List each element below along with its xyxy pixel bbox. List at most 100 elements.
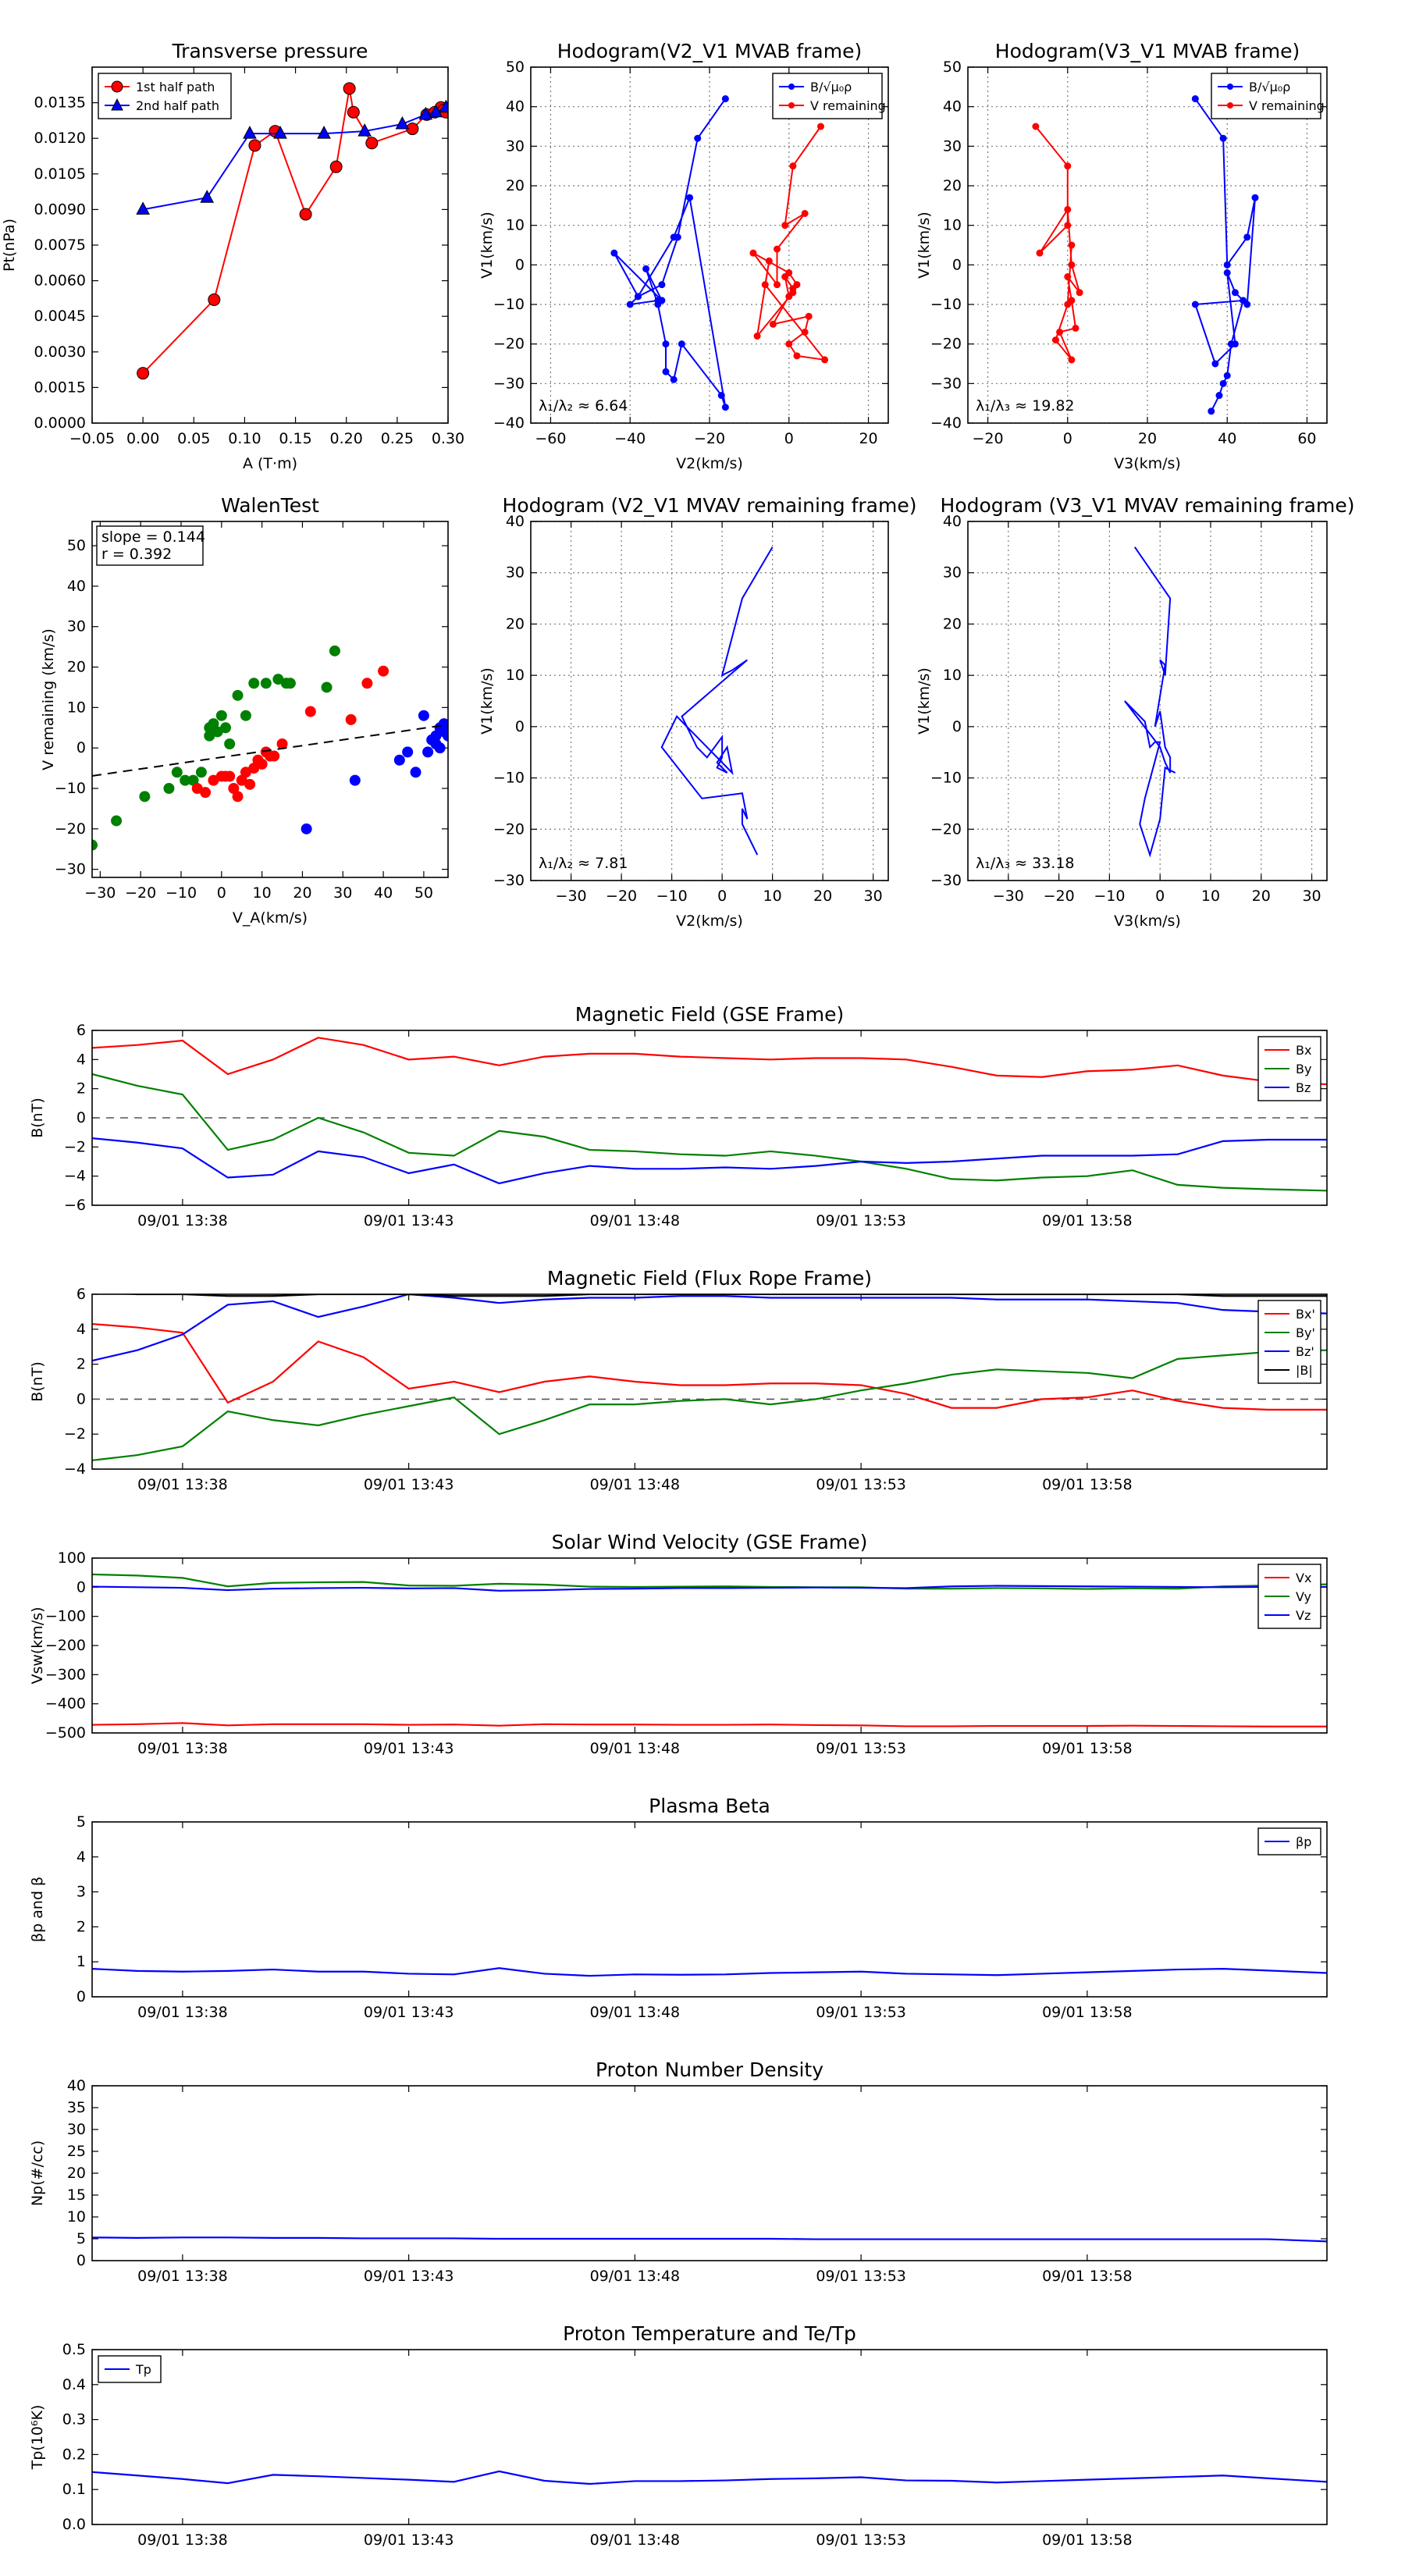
data-point <box>378 665 389 677</box>
data-point <box>248 139 261 152</box>
x-tick-label: 10 <box>763 888 782 905</box>
x-tick-label: 0 <box>717 888 727 905</box>
y-axis-label: V remaining (km/s) <box>40 628 57 770</box>
plot-frame <box>91 2085 1328 2261</box>
data-point <box>329 645 340 656</box>
y-tick-label: 0 <box>952 718 962 735</box>
legend-label: Tp <box>135 2362 151 2377</box>
data-point <box>137 367 150 380</box>
data-point <box>765 257 773 265</box>
x-tick-label: 09/01 13:53 <box>816 1212 906 1229</box>
data-point <box>801 209 809 217</box>
data-point <box>821 356 829 364</box>
y-tick-label: −20 <box>930 820 962 838</box>
x-tick-label: 09/01 13:58 <box>1042 1212 1133 1229</box>
legend-marker <box>111 98 123 111</box>
data-point <box>1032 123 1040 130</box>
x-tick-label: 09/01 13:53 <box>816 2004 906 2021</box>
data-point <box>1051 336 1059 344</box>
y-tick-label: 0.4 <box>62 2376 86 2393</box>
x-tick-label: 20 <box>859 430 877 447</box>
data-point <box>717 392 725 400</box>
legend-label: Vy <box>1296 1589 1311 1604</box>
x-tick-label: −10 <box>1094 888 1125 905</box>
data-point <box>1072 324 1080 332</box>
x-tick-label: 0.10 <box>228 430 261 447</box>
y-tick-label: 0 <box>76 1390 86 1407</box>
x-tick-label: 0.00 <box>126 430 159 447</box>
series-line-B/√μ₀ρ <box>613 98 727 408</box>
x-tick-label: 20 <box>813 888 832 905</box>
data-point <box>1064 162 1072 170</box>
y-axis-label: Tp(10⁶K) <box>29 2405 46 2471</box>
plot-frame <box>91 66 449 424</box>
y-tick-label: −10 <box>493 296 525 313</box>
plot-area <box>660 546 774 856</box>
x-tick-label: −10 <box>656 888 688 905</box>
y-tick-label: −10 <box>930 770 962 787</box>
y-tick-label: 0.0075 <box>34 237 86 254</box>
data-point <box>1056 328 1064 336</box>
chart-h2: Hodogram(V3_V1 MVAB frame)−20 0 20 40 60−40−… <box>916 40 1328 472</box>
x-tick-label: 09/01 13:43 <box>364 2268 454 2285</box>
x-tick-label: 0 <box>1155 888 1165 905</box>
data-point <box>347 105 360 119</box>
y-tick-label: 10 <box>943 217 962 234</box>
data-point <box>789 289 797 297</box>
chart-title: Hodogram(V3_V1 MVAB frame) <box>995 40 1300 62</box>
y-tick-label: 40 <box>506 513 525 530</box>
y-tick-label: −30 <box>55 861 86 878</box>
data-point <box>208 293 221 306</box>
data-point <box>781 222 789 229</box>
data-point <box>785 340 793 348</box>
data-point <box>244 778 256 790</box>
data-point <box>654 297 662 304</box>
plot-area <box>92 645 448 851</box>
y-tick-label: 100 <box>58 1550 86 1567</box>
y-axis-label: V1(km/s) <box>478 667 496 735</box>
legend: B/√μ₀ρ V remaining <box>772 73 886 119</box>
data-point <box>248 678 260 689</box>
data-point <box>753 333 761 340</box>
y-tick-label: −500 <box>45 1724 86 1742</box>
ratio-annotation: λ₁/λ₂ ≈ 6.64 <box>539 397 628 415</box>
data-point <box>1064 205 1072 213</box>
x-tick-label: 09/01 13:38 <box>137 2004 228 2021</box>
x-tick-label: 09/01 13:58 <box>1042 2532 1133 2549</box>
chart-pt: Transverse pressure −0.05 0.00 0.05 0.10 0.15… <box>1 40 464 472</box>
plot-frame <box>530 521 889 881</box>
chart-ts4: Plasma Beta 09/01 13:38 09/01 13:43 09/01 1… <box>29 1795 1328 2021</box>
y-tick-label: 50 <box>943 59 962 76</box>
plot-area <box>1032 95 1259 415</box>
y-tick-label: 0.0045 <box>34 308 86 325</box>
chart-ts2: Magnetic Field (Flux Rope Frame) 09/01 13… <box>29 1267 1328 1493</box>
x-tick-label: 20 <box>1252 888 1271 905</box>
x-tick-label: 09/01 13:38 <box>137 2268 228 2285</box>
data-point <box>1064 301 1072 308</box>
series-line-0 <box>660 546 774 856</box>
data-point <box>92 839 98 851</box>
x-axis-label: V2(km/s) <box>676 913 743 930</box>
y-tick-label: −4 <box>64 1168 86 1185</box>
y-tick-label: 0 <box>515 256 525 273</box>
legend-label: Bx <box>1296 1043 1311 1058</box>
legend-label: 1st half path <box>136 80 215 94</box>
data-point <box>1243 233 1251 241</box>
y-tick-label: 6 <box>76 1022 86 1039</box>
y-tick-label: −100 <box>45 1608 86 1625</box>
y-tick-label: 0.0120 <box>34 130 86 147</box>
chart-title: WalenTest <box>221 494 319 517</box>
x-tick-label: 09/01 13:48 <box>590 1212 681 1229</box>
plot-area <box>92 2236 1327 2243</box>
data-point <box>317 126 331 139</box>
x-tick-label: 09/01 13:43 <box>364 2004 454 2021</box>
x-tick-label: 09/01 13:58 <box>1042 2268 1133 2285</box>
y-tick-label: 0 <box>952 256 962 273</box>
plot-area <box>92 2470 1327 2485</box>
data-point <box>1211 360 1219 368</box>
data-point <box>284 678 296 689</box>
data-point <box>343 82 356 95</box>
y-tick-label: −400 <box>45 1695 86 1713</box>
series-line-Vy <box>92 1573 1327 1590</box>
data-point <box>171 767 183 778</box>
